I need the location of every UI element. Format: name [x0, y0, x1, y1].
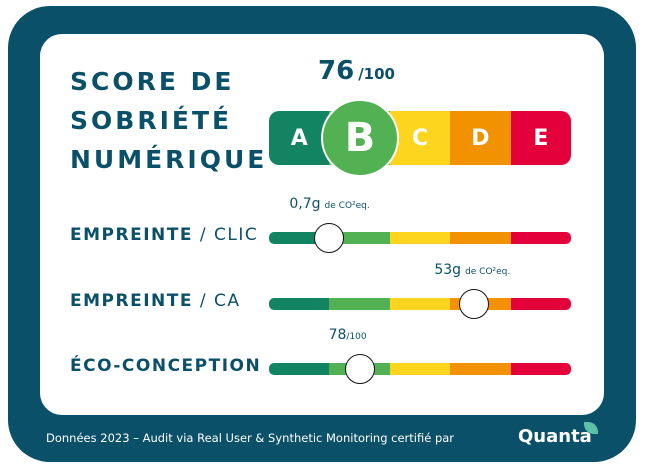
- row-label-bold: EMPREINTE: [70, 291, 193, 311]
- score-number: 76: [318, 56, 355, 86]
- scale-segment: [269, 232, 330, 244]
- leaf-icon: [584, 422, 598, 434]
- quanta-logo: Quanta: [518, 426, 592, 447]
- grade-e: E: [510, 111, 571, 165]
- value-unit: /100: [346, 332, 367, 342]
- score-max: /100: [358, 65, 395, 83]
- level-marker: [344, 354, 375, 384]
- grade-c: C: [389, 111, 451, 165]
- current-grade-badge: B: [321, 99, 399, 177]
- value-number: 78: [328, 327, 347, 343]
- row-label: EMPREINTE / CLIC: [70, 225, 258, 245]
- title-line: SOBRIÉTÉ: [70, 106, 233, 135]
- scale-segment: [450, 363, 511, 375]
- scale-segment: [329, 232, 390, 244]
- grade-scale: A B C D E: [269, 111, 571, 165]
- row-label: EMPREINTE / CA: [70, 291, 241, 311]
- title-line: NUMÉRIQUE: [70, 145, 268, 174]
- metric-scale: [269, 363, 571, 375]
- scale-segment: [329, 298, 390, 310]
- footer-text: Données 2023 – Audit via Real User & Syn…: [46, 431, 455, 445]
- scale-segment: [269, 363, 330, 375]
- scale-segment: [389, 363, 451, 375]
- metric-value: 53g de CO²eq.: [434, 262, 510, 278]
- scale-segment: [510, 232, 571, 244]
- score-value: 76/100: [318, 56, 395, 86]
- scale-segment: [269, 298, 330, 310]
- value-unit: de CO²eq.: [324, 201, 370, 211]
- row-label-rest: / CLIC: [192, 225, 259, 245]
- grade-d: D: [450, 111, 511, 165]
- row-label-bold: EMPREINTE: [70, 225, 193, 245]
- scale-segment: [389, 232, 451, 244]
- scale-segment: [389, 298, 451, 310]
- grade-a: A: [269, 111, 330, 165]
- row-label: ÉCO-CONCEPTION: [70, 356, 261, 376]
- page-title: SCORE DE SOBRIÉTÉ NUMÉRIQUE: [70, 62, 267, 179]
- metric-scale: [269, 232, 571, 244]
- metric-scale: [269, 298, 571, 310]
- metric-value: 0,7g de CO²eq.: [289, 196, 369, 212]
- row-label-rest: / CA: [192, 291, 241, 311]
- value-unit: de CO²eq.: [465, 267, 511, 277]
- value-number: 53g: [434, 262, 462, 278]
- scale-segment: [450, 232, 511, 244]
- row-label-bold: ÉCO-CONCEPTION: [70, 356, 262, 376]
- title-line: SCORE DE: [70, 67, 235, 96]
- value-number: 0,7g: [289, 196, 321, 212]
- level-marker: [459, 289, 490, 319]
- metric-value: 78/100: [329, 327, 367, 343]
- level-marker: [314, 223, 345, 253]
- scale-segment: [510, 363, 571, 375]
- scale-segment: [510, 298, 571, 310]
